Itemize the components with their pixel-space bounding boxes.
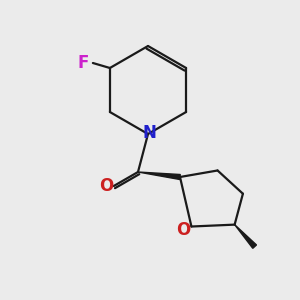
- Text: F: F: [77, 54, 88, 72]
- Text: O: O: [99, 177, 113, 195]
- Text: O: O: [176, 220, 190, 238]
- Polygon shape: [235, 225, 256, 248]
- Polygon shape: [138, 172, 180, 179]
- Text: N: N: [142, 124, 156, 142]
